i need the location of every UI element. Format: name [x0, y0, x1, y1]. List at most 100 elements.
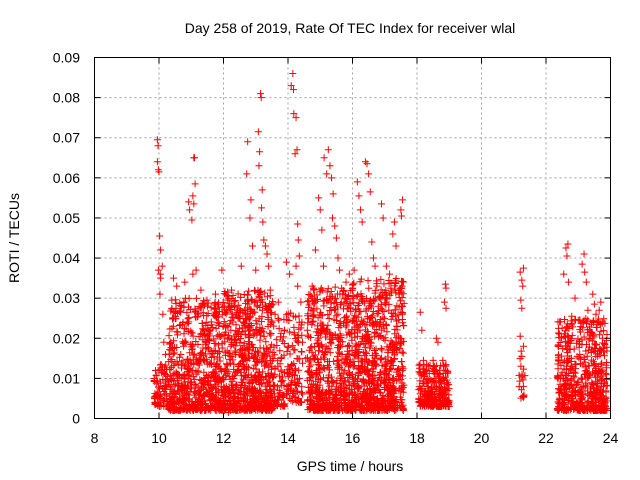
data-point [516, 332, 524, 340]
y-tick-label: 0.03 [53, 290, 80, 306]
data-point [241, 299, 249, 307]
data-point [230, 360, 238, 368]
data-point [170, 362, 178, 370]
data-point [208, 321, 216, 329]
data-point [234, 367, 242, 375]
y-tick-label: 0.08 [53, 90, 80, 106]
data-point [192, 338, 200, 346]
data-point [246, 313, 254, 321]
data-point [215, 373, 223, 381]
data-point [588, 379, 596, 387]
data-point [217, 333, 225, 341]
data-point [353, 178, 361, 186]
x-tick-label: 14 [280, 430, 296, 446]
data-point [242, 366, 250, 374]
data-point [207, 403, 215, 411]
data-point [281, 326, 289, 334]
data-point [156, 361, 164, 369]
data-point [234, 328, 242, 336]
data-point [174, 328, 182, 336]
data-point [219, 298, 227, 306]
data-point [184, 355, 192, 363]
data-point [258, 204, 266, 212]
data-point [390, 218, 398, 226]
data-point [223, 360, 231, 368]
data-point [377, 275, 385, 283]
data-point [249, 365, 257, 373]
data-point [215, 320, 223, 328]
y-tick-labels: 0 0.01 0.02 0.03 0.04 0.05 0.06 0.07 0.08 0.09 [53, 50, 80, 427]
data-point [266, 401, 274, 409]
data-point [168, 305, 176, 313]
data-point [167, 338, 175, 346]
data-point [201, 400, 209, 408]
data-point [597, 298, 605, 306]
data-point [227, 326, 235, 334]
data-point [294, 236, 302, 244]
data-point [211, 370, 219, 378]
data-point [266, 392, 274, 400]
data-point [228, 353, 236, 361]
data-point [230, 394, 238, 402]
y-tick-label: 0 [72, 411, 80, 427]
data-point [265, 347, 273, 355]
data-point [331, 222, 339, 230]
data-point [257, 94, 265, 102]
data-point [340, 305, 348, 313]
data-point [260, 236, 268, 244]
data-point [270, 322, 278, 330]
data-point [176, 399, 184, 407]
data-point [162, 391, 170, 399]
data-point [204, 332, 212, 340]
data-point [298, 383, 306, 391]
data-point [241, 327, 249, 335]
data-point [186, 206, 194, 214]
data-point [264, 293, 272, 301]
data-point [200, 381, 208, 389]
data-point [167, 355, 175, 363]
data-point [233, 369, 241, 377]
data-point [170, 274, 178, 282]
data-point [228, 385, 236, 393]
data-point [419, 356, 427, 364]
data-point [203, 360, 211, 368]
data-point [172, 315, 180, 323]
data-point [329, 190, 337, 198]
data-point [230, 374, 238, 382]
data-point [229, 292, 237, 300]
x-tick-label: 10 [151, 430, 167, 446]
data-point [198, 349, 206, 357]
data-point [252, 326, 260, 334]
data-point [210, 340, 218, 348]
data-point [233, 381, 241, 389]
data-point [271, 390, 279, 398]
data-point [277, 377, 285, 385]
x-tick-labels: 8 10 12 14 16 18 20 22 24 [91, 430, 619, 446]
data-point [192, 266, 200, 274]
data-point [271, 351, 279, 359]
data-point [267, 403, 275, 411]
data-point [195, 399, 203, 407]
data-point [255, 357, 263, 365]
data-point [206, 359, 214, 367]
data-point [295, 312, 303, 320]
data-point [565, 278, 573, 286]
data-point [442, 284, 450, 292]
data-point [262, 390, 270, 398]
data-point [197, 286, 205, 294]
data-point [210, 304, 218, 312]
data-point [214, 303, 222, 311]
data-point [289, 70, 297, 78]
data-point [242, 322, 250, 330]
data-point [171, 296, 179, 304]
y-tick-label: 0.02 [53, 330, 80, 346]
y-tick-label: 0.05 [53, 210, 80, 226]
data-point [175, 308, 183, 316]
data-point [166, 396, 174, 404]
data-point [243, 170, 251, 178]
data-point [519, 282, 527, 290]
data-point [198, 319, 206, 327]
data-point [257, 90, 265, 98]
data-point [183, 318, 191, 326]
data-point [184, 382, 192, 390]
